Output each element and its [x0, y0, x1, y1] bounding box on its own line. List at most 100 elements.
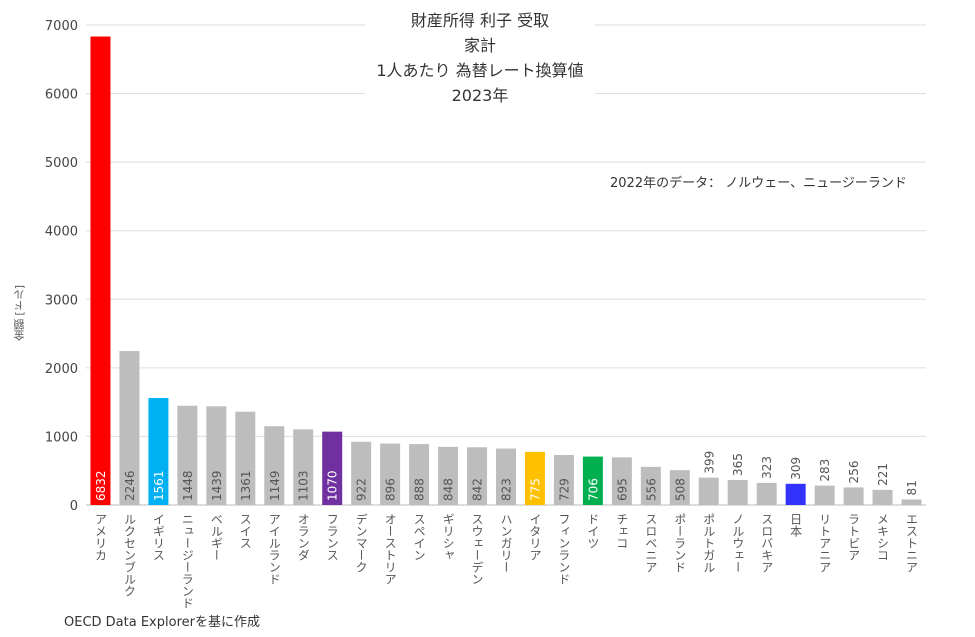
title-line-2: 家計 — [463, 36, 496, 55]
bar — [206, 406, 227, 505]
x-tick-label: フィンランド — [557, 513, 571, 585]
bar — [119, 350, 140, 505]
bar — [496, 448, 516, 505]
x-tick-label: メキシコ — [876, 513, 890, 561]
data-label: 221 — [876, 463, 890, 486]
y-tick-label: 1000 — [45, 430, 78, 445]
data-label: 842 — [471, 478, 485, 501]
bar — [264, 426, 285, 505]
x-tick-label: ベルギー — [209, 513, 223, 561]
x-tick-label: ポルトガル — [702, 513, 716, 573]
x-tick-label: ポーランド — [673, 513, 687, 573]
x-tick-label: スイス — [238, 513, 252, 549]
bar — [611, 457, 632, 505]
x-tick-label: オランダ — [296, 513, 310, 561]
data-label: 896 — [384, 478, 398, 501]
y-tick-label: 7000 — [45, 19, 78, 34]
bar — [872, 489, 893, 505]
x-tick-label: デンマーク — [354, 513, 368, 573]
bar — [380, 443, 401, 505]
title-line-1: 財産所得 利子 受取 — [410, 11, 550, 30]
data-label: 365 — [731, 453, 745, 476]
data-label: 81 — [905, 480, 919, 495]
y-tick-label: 2000 — [45, 362, 78, 377]
data-label: 1448 — [181, 470, 195, 501]
data-year-note: 2022年のデータ： ノルウェー、ニュージーランド — [610, 176, 907, 191]
x-tick-label: ニュージーランド — [180, 513, 194, 609]
x-tick-label: オーストリア — [383, 513, 397, 585]
x-tick-label: フランス — [325, 513, 339, 561]
bar — [148, 397, 169, 505]
data-label: 399 — [702, 451, 716, 474]
data-label: 1439 — [210, 470, 224, 501]
bar — [698, 477, 719, 505]
data-label: 695 — [615, 478, 629, 501]
bar — [524, 451, 545, 505]
x-tick-label: ハンガリー — [499, 513, 513, 573]
x-tick-label: ノルウェー — [731, 513, 745, 573]
x-tick-label: イギリス — [151, 513, 165, 561]
data-label: 556 — [644, 478, 658, 501]
x-tick-label: リトアニア — [818, 513, 832, 573]
data-label: 706 — [586, 478, 600, 501]
x-tick-label: エストニア — [905, 513, 919, 573]
x-tick-label: スロバキア — [760, 513, 774, 573]
source-note: OECD Data Explorerを基に作成 — [64, 615, 260, 630]
bar — [293, 429, 314, 505]
y-tick-label: 4000 — [45, 225, 78, 240]
data-label: 309 — [789, 457, 803, 480]
y-tick-label: 5000 — [45, 156, 78, 171]
y-axis-label: 金額 [ドル] — [13, 285, 26, 342]
data-label: 775 — [528, 478, 542, 501]
data-label: 1561 — [152, 470, 166, 501]
data-label: 1361 — [239, 470, 253, 501]
x-tick-label: ギリシャ — [441, 513, 455, 561]
data-label: 323 — [760, 456, 774, 479]
bar — [756, 482, 777, 505]
title-line-3: 1人あたり 為替レート換算値 — [376, 61, 584, 80]
data-label: 1149 — [268, 470, 282, 501]
bar — [438, 446, 459, 505]
bar — [235, 411, 256, 505]
bar — [322, 431, 343, 505]
data-label: 922 — [355, 478, 369, 501]
data-label: 1070 — [326, 470, 340, 501]
chart-title: 財産所得 利子 受取 家計 1人あたり 為替レート換算値 2023年 — [365, 8, 595, 108]
data-label: 283 — [818, 459, 832, 482]
x-tick-label: アメリカ — [93, 513, 107, 561]
bar — [467, 447, 488, 505]
data-label: 888 — [413, 478, 427, 501]
x-tick-label: スペイン — [412, 513, 426, 561]
bar — [177, 405, 198, 505]
bar — [351, 441, 372, 505]
title-line-4: 2023年 — [451, 86, 509, 105]
y-tick-label: 6000 — [45, 88, 78, 103]
data-label: 823 — [500, 478, 514, 501]
bar — [582, 456, 603, 505]
bar — [727, 479, 748, 505]
x-tick-label: チェコ — [615, 513, 629, 549]
data-label: 1103 — [297, 470, 311, 501]
bar — [814, 485, 835, 505]
y-tick-label: 3000 — [45, 293, 78, 308]
data-label: 6832 — [94, 470, 108, 501]
y-tick-label: 0 — [70, 499, 78, 514]
bar — [785, 483, 806, 505]
data-label: 729 — [557, 478, 571, 501]
x-tick-label: ルクセンブルク — [122, 513, 136, 597]
bar — [553, 455, 574, 505]
data-label: 508 — [673, 478, 687, 501]
bar — [640, 466, 661, 505]
x-tick-label: スロベニア — [644, 513, 658, 573]
data-label: 256 — [847, 461, 861, 484]
bar — [409, 444, 430, 505]
x-tick-label: イタリア — [528, 513, 542, 561]
x-tick-label: アイルランド — [267, 513, 281, 585]
x-tick-label: 日本 — [789, 513, 803, 538]
data-label: 848 — [442, 478, 456, 501]
x-tick-label: ラトビア — [847, 513, 861, 561]
bar — [901, 499, 922, 505]
bar — [669, 470, 690, 505]
bar — [90, 36, 111, 506]
